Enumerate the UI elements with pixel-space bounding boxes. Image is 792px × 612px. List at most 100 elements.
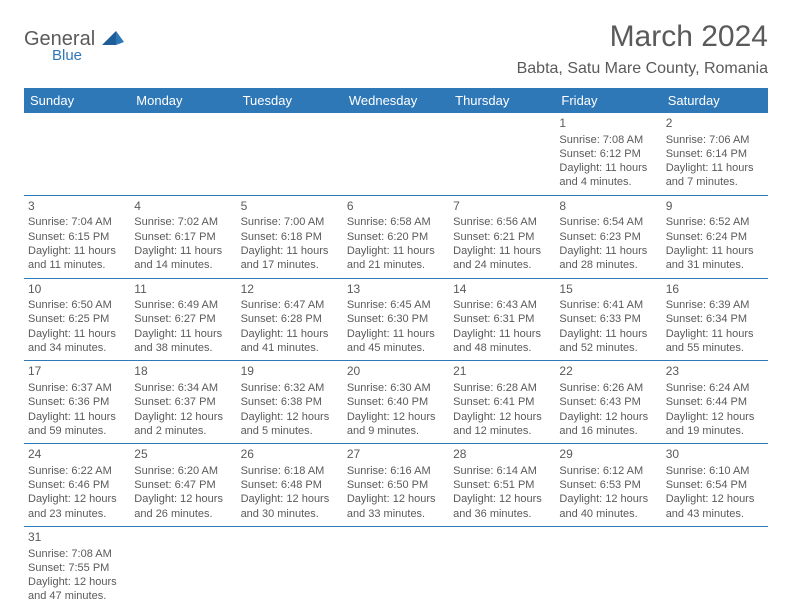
day-cell: 20Sunrise: 6:30 AMSunset: 6:40 PMDayligh… (343, 361, 449, 443)
header: General Blue March 2024 Babta, Satu Mare… (24, 20, 768, 78)
day-cell: 22Sunrise: 6:26 AMSunset: 6:43 PMDayligh… (555, 361, 661, 443)
day-daylight: Daylight: 12 hours and 30 minutes. (241, 492, 339, 521)
day-header-row: SundayMondayTuesdayWednesdayThursdayFrid… (24, 88, 768, 113)
day-daylight: Daylight: 12 hours and 43 minutes. (666, 492, 764, 521)
day-header-cell: Tuesday (237, 88, 343, 113)
day-sunrise: Sunrise: 6:54 AM (559, 215, 657, 229)
day-sunset: Sunset: 6:46 PM (28, 478, 126, 492)
day-sunrise: Sunrise: 6:49 AM (134, 298, 232, 312)
day-sunset: Sunset: 6:54 PM (666, 478, 764, 492)
day-header-cell: Saturday (662, 88, 768, 113)
week-row: 10Sunrise: 6:50 AMSunset: 6:25 PMDayligh… (24, 279, 768, 362)
day-daylight: Daylight: 11 hours and 4 minutes. (559, 161, 657, 190)
day-sunrise: Sunrise: 6:58 AM (347, 215, 445, 229)
day-sunset: Sunset: 6:33 PM (559, 312, 657, 326)
day-daylight: Daylight: 11 hours and 21 minutes. (347, 244, 445, 273)
day-cell-empty (24, 113, 130, 195)
day-cell: 29Sunrise: 6:12 AMSunset: 6:53 PMDayligh… (555, 444, 661, 526)
day-number: 13 (347, 282, 445, 298)
day-sunrise: Sunrise: 7:08 AM (559, 133, 657, 147)
day-cell: 9Sunrise: 6:52 AMSunset: 6:24 PMDaylight… (662, 196, 768, 278)
day-cell: 1Sunrise: 7:08 AMSunset: 6:12 PMDaylight… (555, 113, 661, 195)
day-cell: 12Sunrise: 6:47 AMSunset: 6:28 PMDayligh… (237, 279, 343, 361)
day-sunset: Sunset: 6:44 PM (666, 395, 764, 409)
calendar: SundayMondayTuesdayWednesdayThursdayFrid… (24, 88, 768, 609)
day-sunset: Sunset: 6:25 PM (28, 312, 126, 326)
day-number: 23 (666, 364, 764, 380)
day-sunset: Sunset: 6:20 PM (347, 230, 445, 244)
day-sunset: Sunset: 6:21 PM (453, 230, 551, 244)
week-row: 31Sunrise: 7:08 AMSunset: 7:55 PMDayligh… (24, 527, 768, 609)
day-cell-empty (130, 113, 236, 195)
day-cell: 15Sunrise: 6:41 AMSunset: 6:33 PMDayligh… (555, 279, 661, 361)
day-daylight: Daylight: 11 hours and 31 minutes. (666, 244, 764, 273)
day-number: 18 (134, 364, 232, 380)
day-cell: 31Sunrise: 7:08 AMSunset: 7:55 PMDayligh… (24, 527, 130, 609)
day-cell: 23Sunrise: 6:24 AMSunset: 6:44 PMDayligh… (662, 361, 768, 443)
day-number: 31 (28, 530, 126, 546)
day-sunrise: Sunrise: 6:37 AM (28, 381, 126, 395)
week-row: 24Sunrise: 6:22 AMSunset: 6:46 PMDayligh… (24, 444, 768, 527)
day-header-cell: Monday (130, 88, 236, 113)
day-sunset: Sunset: 6:40 PM (347, 395, 445, 409)
day-cell: 17Sunrise: 6:37 AMSunset: 6:36 PMDayligh… (24, 361, 130, 443)
logo: General Blue (24, 28, 124, 64)
day-number: 30 (666, 447, 764, 463)
day-daylight: Daylight: 12 hours and 12 minutes. (453, 410, 551, 439)
day-sunrise: Sunrise: 6:32 AM (241, 381, 339, 395)
day-sunset: Sunset: 6:47 PM (134, 478, 232, 492)
day-sunset: Sunset: 6:24 PM (666, 230, 764, 244)
day-header-cell: Wednesday (343, 88, 449, 113)
day-daylight: Daylight: 11 hours and 48 minutes. (453, 327, 551, 356)
day-daylight: Daylight: 12 hours and 47 minutes. (28, 575, 126, 604)
day-sunset: Sunset: 7:55 PM (28, 561, 126, 575)
day-number: 3 (28, 199, 126, 215)
day-sunset: Sunset: 6:41 PM (453, 395, 551, 409)
day-sunset: Sunset: 6:53 PM (559, 478, 657, 492)
day-cell-empty (343, 113, 449, 195)
day-number: 20 (347, 364, 445, 380)
day-number: 24 (28, 447, 126, 463)
day-sunset: Sunset: 6:28 PM (241, 312, 339, 326)
day-cell: 3Sunrise: 7:04 AMSunset: 6:15 PMDaylight… (24, 196, 130, 278)
day-cell: 11Sunrise: 6:49 AMSunset: 6:27 PMDayligh… (130, 279, 236, 361)
day-daylight: Daylight: 12 hours and 2 minutes. (134, 410, 232, 439)
day-number: 1 (559, 116, 657, 132)
day-sunset: Sunset: 6:12 PM (559, 147, 657, 161)
day-daylight: Daylight: 11 hours and 41 minutes. (241, 327, 339, 356)
page-title: March 2024 (517, 20, 768, 54)
day-daylight: Daylight: 11 hours and 7 minutes. (666, 161, 764, 190)
location-text: Babta, Satu Mare County, Romania (517, 60, 768, 78)
day-number: 10 (28, 282, 126, 298)
day-cell-empty (449, 113, 555, 195)
day-cell: 5Sunrise: 7:00 AMSunset: 6:18 PMDaylight… (237, 196, 343, 278)
day-sunrise: Sunrise: 6:47 AM (241, 298, 339, 312)
day-sunrise: Sunrise: 6:16 AM (347, 464, 445, 478)
day-sunrise: Sunrise: 6:43 AM (453, 298, 551, 312)
day-daylight: Daylight: 11 hours and 38 minutes. (134, 327, 232, 356)
day-number: 15 (559, 282, 657, 298)
day-header-cell: Friday (555, 88, 661, 113)
day-cell-empty (130, 527, 236, 609)
day-sunrise: Sunrise: 7:06 AM (666, 133, 764, 147)
day-header-cell: Sunday (24, 88, 130, 113)
day-number: 2 (666, 116, 764, 132)
day-cell: 10Sunrise: 6:50 AMSunset: 6:25 PMDayligh… (24, 279, 130, 361)
day-number: 7 (453, 199, 551, 215)
day-number: 26 (241, 447, 339, 463)
day-cell-empty (237, 527, 343, 609)
week-row: 3Sunrise: 7:04 AMSunset: 6:15 PMDaylight… (24, 196, 768, 279)
day-sunrise: Sunrise: 6:56 AM (453, 215, 551, 229)
day-number: 21 (453, 364, 551, 380)
day-cell: 21Sunrise: 6:28 AMSunset: 6:41 PMDayligh… (449, 361, 555, 443)
day-cell: 18Sunrise: 6:34 AMSunset: 6:37 PMDayligh… (130, 361, 236, 443)
day-daylight: Daylight: 12 hours and 40 minutes. (559, 492, 657, 521)
day-sunset: Sunset: 6:30 PM (347, 312, 445, 326)
day-number: 19 (241, 364, 339, 380)
day-cell: 14Sunrise: 6:43 AMSunset: 6:31 PMDayligh… (449, 279, 555, 361)
day-number: 5 (241, 199, 339, 215)
day-number: 25 (134, 447, 232, 463)
day-sunset: Sunset: 6:38 PM (241, 395, 339, 409)
day-number: 6 (347, 199, 445, 215)
day-sunset: Sunset: 6:50 PM (347, 478, 445, 492)
